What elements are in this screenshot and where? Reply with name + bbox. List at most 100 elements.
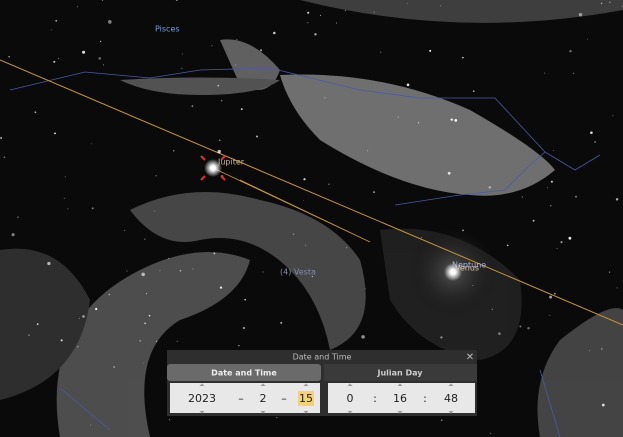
star	[490, 432, 492, 434]
star	[90, 424, 92, 426]
star	[420, 237, 422, 239]
spin-arrow[interactable]	[303, 411, 309, 414]
star	[99, 40, 102, 43]
venus[interactable]	[444, 263, 462, 281]
star	[615, 198, 619, 201]
spin-arrow[interactable]	[347, 411, 353, 414]
star	[440, 336, 443, 339]
star	[472, 284, 474, 286]
day-field[interactable]: 15	[299, 392, 313, 405]
star	[235, 64, 237, 66]
star	[506, 244, 509, 247]
year-field[interactable]: 2023	[188, 392, 216, 405]
star	[307, 22, 309, 24]
spin-arrow[interactable]	[303, 383, 309, 387]
star	[175, 0, 178, 1]
star	[578, 13, 583, 17]
star	[244, 298, 246, 301]
star	[447, 171, 451, 175]
star	[191, 105, 194, 107]
star	[498, 332, 501, 335]
constellation-label: Pisces	[155, 25, 180, 34]
star	[217, 85, 219, 87]
orbit-trail	[212, 167, 371, 243]
star	[547, 187, 548, 189]
star	[124, 230, 126, 232]
star	[67, 208, 69, 210]
field-highlight	[298, 391, 314, 406]
star	[34, 111, 37, 114]
star	[587, 38, 589, 40]
star	[588, 350, 590, 352]
spin-arrow[interactable]	[199, 411, 205, 414]
star	[303, 178, 306, 181]
star	[91, 207, 94, 210]
spin-arrow[interactable]	[347, 383, 353, 387]
star	[440, 5, 442, 7]
star	[220, 99, 223, 102]
spinners	[199, 383, 454, 414]
star	[406, 83, 410, 87]
star	[53, 60, 56, 63]
star	[17, 216, 19, 218]
asteroid-label: (4) Vesta	[280, 268, 316, 277]
planet-label: Venus	[455, 264, 479, 273]
star	[236, 38, 238, 41]
star	[328, 183, 330, 185]
minute-field[interactable]: 16	[393, 392, 407, 405]
spin-arrow[interactable]	[260, 383, 266, 387]
spin-arrow[interactable]	[199, 383, 205, 387]
tab-active[interactable]	[167, 364, 321, 381]
star	[103, 64, 105, 66]
spin-arrow[interactable]	[397, 383, 403, 387]
hour-field[interactable]: 0	[347, 392, 354, 405]
star	[91, 143, 93, 145]
tab[interactable]	[324, 364, 477, 381]
star	[78, 317, 80, 319]
jupiter[interactable]	[204, 159, 222, 177]
star	[145, 293, 148, 295]
star	[609, 1, 611, 3]
star	[590, 131, 593, 135]
spin-arrow[interactable]	[260, 411, 266, 414]
spin-arrow[interactable]	[448, 383, 454, 387]
star	[319, 14, 322, 16]
separator: –	[238, 392, 244, 405]
star	[36, 323, 39, 325]
star	[429, 49, 432, 52]
star	[601, 348, 603, 350]
star	[550, 180, 553, 183]
star	[262, 271, 264, 273]
star	[95, 307, 98, 311]
second-field[interactable]: 48	[444, 392, 458, 405]
star	[139, 340, 141, 342]
star	[552, 150, 554, 151]
star	[179, 269, 182, 272]
star	[407, 2, 409, 4]
star	[527, 326, 530, 330]
dialog-title: Date and Time	[293, 353, 352, 362]
star	[609, 271, 611, 273]
star	[54, 132, 56, 135]
star	[462, 56, 464, 59]
star	[159, 270, 161, 272]
star	[491, 308, 493, 310]
star	[155, 340, 158, 343]
star	[148, 314, 151, 317]
star	[168, 419, 170, 421]
spin-arrow[interactable]	[397, 411, 403, 414]
star	[58, 57, 59, 59]
spin-arrow[interactable]	[448, 411, 454, 414]
star	[373, 11, 375, 13]
star	[544, 72, 546, 74]
star	[8, 56, 10, 58]
tab-label: Julian Day	[376, 369, 423, 378]
selection-marker	[200, 155, 226, 181]
close-button[interactable]: ✕	[466, 352, 474, 363]
star	[549, 295, 553, 299]
star	[47, 261, 51, 266]
month-field[interactable]: 2	[260, 392, 267, 405]
star	[549, 314, 551, 316]
